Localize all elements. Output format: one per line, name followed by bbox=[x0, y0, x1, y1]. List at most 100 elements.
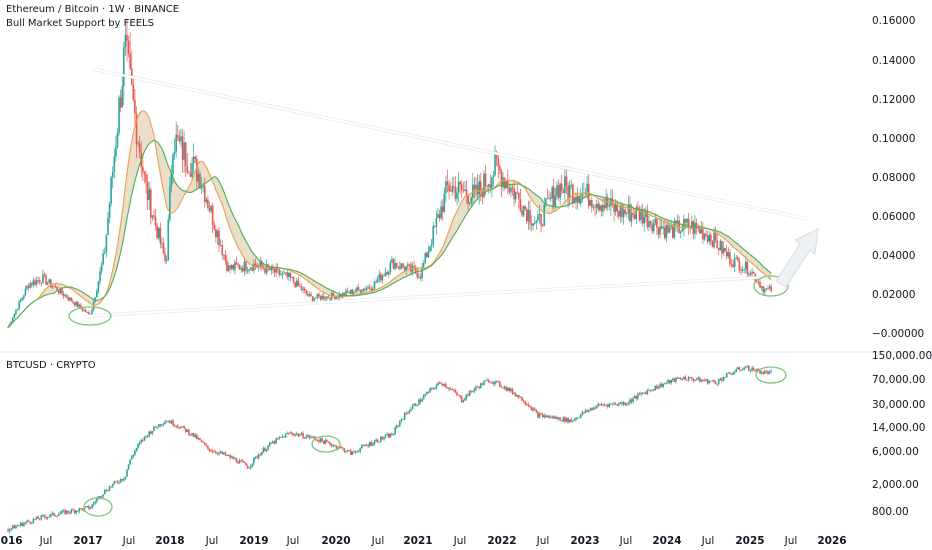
candle-body bbox=[422, 263, 425, 267]
btc-candle-body bbox=[261, 451, 263, 456]
candle-body bbox=[729, 252, 731, 265]
btc-candle-body bbox=[573, 419, 576, 421]
candle-body bbox=[627, 204, 630, 214]
candle-body bbox=[395, 263, 398, 267]
candle-body bbox=[16, 309, 19, 311]
btc-candle-body bbox=[429, 388, 431, 393]
btc-candle-body bbox=[164, 421, 166, 424]
candle-body bbox=[602, 205, 604, 212]
candle-body bbox=[246, 270, 249, 272]
candle-body bbox=[202, 185, 204, 187]
eth-btc-price-axis[interactable]: 0.16000 0.14000 0.12000 0.10000 0.08000 0.060… bbox=[872, 15, 924, 340]
btc-candle-body bbox=[318, 440, 320, 443]
eth-btc-pane[interactable] bbox=[7, 19, 819, 328]
btc-candle-body bbox=[360, 445, 363, 449]
highlight-circle-2017 bbox=[68, 306, 112, 326]
btc-candle-body bbox=[705, 379, 707, 381]
btc-candle-body bbox=[75, 510, 78, 513]
candle-body bbox=[146, 182, 149, 201]
btc-candle-body bbox=[622, 402, 625, 405]
candle-body bbox=[513, 188, 515, 200]
candle-body bbox=[245, 261, 247, 271]
candle-body bbox=[288, 272, 290, 277]
candle-body bbox=[314, 297, 317, 299]
btc-candle-body bbox=[153, 426, 155, 432]
candle-body bbox=[99, 271, 101, 282]
candle-body bbox=[695, 222, 698, 228]
btc-candle-body bbox=[706, 379, 709, 384]
candle-body bbox=[705, 233, 707, 236]
candle-body bbox=[30, 283, 33, 286]
btc-candle-body bbox=[478, 386, 481, 389]
candle-body bbox=[195, 158, 198, 182]
btc-candle-body bbox=[264, 448, 266, 452]
btc-price-tick-label: 150,000.00 bbox=[872, 350, 932, 362]
candle-body bbox=[421, 266, 423, 279]
btc-candle-body bbox=[752, 367, 755, 371]
candle-body bbox=[686, 218, 688, 223]
btc-candle-body bbox=[683, 377, 685, 380]
candle-body bbox=[603, 205, 606, 209]
candle-body bbox=[700, 229, 703, 234]
btc-candle-body bbox=[188, 429, 190, 435]
candle-body bbox=[538, 213, 541, 216]
candle-body bbox=[643, 217, 646, 224]
candle-body bbox=[667, 224, 669, 233]
btc-candle-body bbox=[572, 420, 574, 422]
btc-candle-body bbox=[232, 456, 235, 460]
btcusd-price-axis[interactable]: 150,000.00 70,000.00 30,000.00 14,000.00 6,0… bbox=[872, 350, 932, 518]
btcusd-pane[interactable] bbox=[7, 365, 787, 534]
candle-body bbox=[67, 297, 70, 301]
candle-body bbox=[446, 181, 449, 186]
candle-body bbox=[332, 293, 335, 297]
btc-candle-body bbox=[259, 454, 262, 456]
btc-candle-body bbox=[713, 380, 715, 382]
btc-candle-body bbox=[183, 426, 185, 429]
btc-candle-body bbox=[302, 433, 304, 439]
btc-candle-body bbox=[446, 387, 449, 389]
btc-candle-body bbox=[525, 404, 528, 405]
btc-candle-body bbox=[744, 367, 747, 369]
btc-candle-body bbox=[116, 481, 119, 483]
btc-candle-body bbox=[597, 404, 599, 407]
candle-body bbox=[322, 295, 325, 300]
candle-body bbox=[616, 204, 619, 212]
candle-body bbox=[407, 264, 409, 267]
lower-trendline[interactable] bbox=[87, 275, 769, 318]
time-tick-label: Jul bbox=[536, 535, 550, 547]
btc-candle-body bbox=[532, 408, 534, 411]
candle-body bbox=[113, 156, 116, 172]
btc-candle-body bbox=[695, 379, 698, 381]
candle-body bbox=[167, 219, 170, 261]
candle-body bbox=[713, 232, 715, 248]
candle-body bbox=[13, 314, 16, 318]
price-tick-label: 0.14000 bbox=[872, 55, 915, 67]
btc-candle-body bbox=[335, 445, 338, 449]
candle-body bbox=[679, 231, 682, 234]
btc-candle-body bbox=[102, 494, 104, 497]
upper-trendline[interactable] bbox=[92, 67, 809, 221]
btc-candle-body bbox=[486, 379, 488, 381]
btc-candle-body bbox=[34, 518, 36, 520]
btc-candle-body bbox=[440, 382, 442, 384]
btc-candle-body bbox=[708, 381, 711, 384]
btc-candle-body bbox=[518, 395, 520, 398]
time-axis[interactable]: 2016 Jul 2017 Jul 2018 Jul 2019 Jul 2020 Jul 2021 J… bbox=[0, 535, 847, 547]
btc-candle-body bbox=[381, 436, 384, 440]
candle-body bbox=[405, 266, 408, 271]
candle-body bbox=[629, 204, 631, 222]
candle-body bbox=[213, 224, 216, 230]
btc-candle-body bbox=[251, 463, 254, 467]
candle-body bbox=[368, 287, 371, 289]
btc-candle-body bbox=[668, 380, 671, 384]
btc-candle-body bbox=[646, 390, 649, 394]
candle-body bbox=[551, 187, 553, 199]
candle-body bbox=[756, 280, 758, 282]
btc-candle-body bbox=[698, 377, 701, 382]
btc-candle-body bbox=[578, 417, 580, 419]
candle-body bbox=[681, 229, 684, 232]
btc-candle-body bbox=[294, 434, 296, 436]
candle-body bbox=[97, 281, 100, 292]
btc-candle-body bbox=[562, 417, 565, 422]
